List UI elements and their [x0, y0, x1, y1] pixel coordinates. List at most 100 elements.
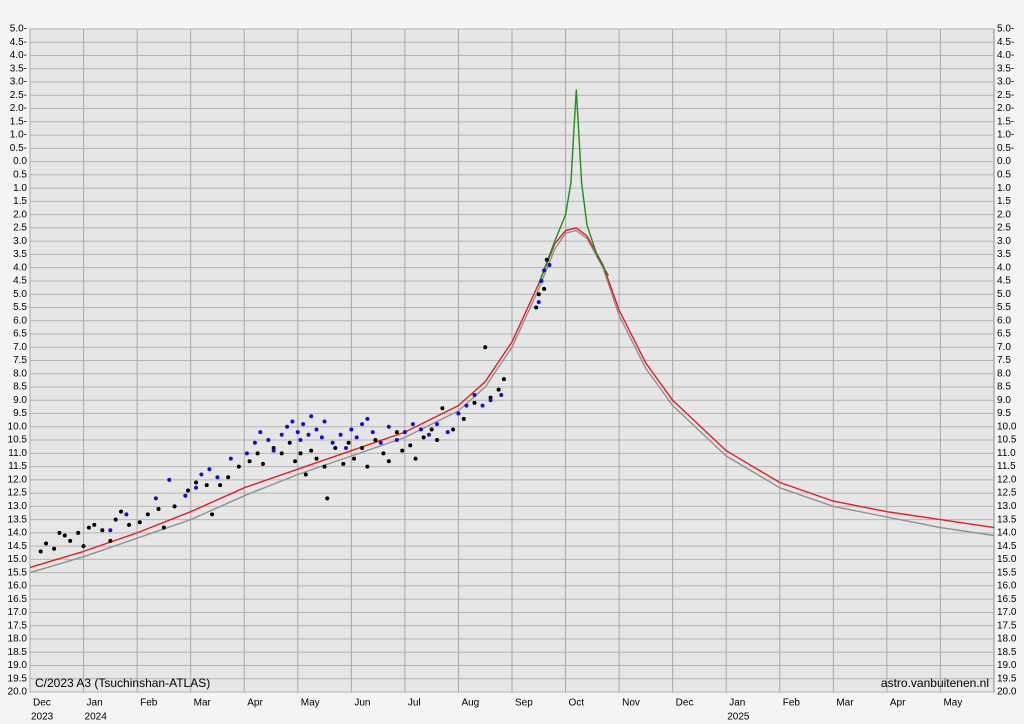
- marks: [29, 89, 995, 574]
- data-point: [370, 430, 375, 435]
- data-point: [456, 411, 461, 416]
- data-point: [426, 432, 431, 437]
- y-tick-label: 0.0: [13, 156, 27, 167]
- year-label: 2024: [85, 712, 108, 723]
- data-point: [293, 459, 298, 464]
- data-point: [394, 438, 399, 443]
- y-tick-label: 14.0: [8, 528, 28, 539]
- y-tick-label-right: 20.0: [997, 687, 1017, 698]
- data-point: [542, 268, 547, 273]
- data-point: [413, 456, 418, 461]
- x-tick-label: Feb: [783, 698, 801, 709]
- y-tick-label: 3.0: [13, 236, 27, 247]
- x-tick-label: Aug: [461, 698, 479, 709]
- source: astro.vanbuitenen.nl: [881, 676, 989, 690]
- y-tick-label-right: 6.5: [997, 329, 1011, 340]
- year-label: 2025: [727, 712, 750, 723]
- curve: [29, 227, 995, 569]
- data-point: [402, 430, 407, 435]
- data-point: [373, 438, 378, 443]
- data-point: [298, 438, 303, 443]
- data-point: [354, 435, 359, 440]
- y-tick-label-right: 15.0: [997, 554, 1017, 565]
- y-tick-label: 3.5-: [10, 63, 27, 74]
- data-point: [496, 387, 501, 392]
- data-point: [86, 525, 91, 530]
- data-point: [108, 538, 113, 543]
- data-point: [161, 525, 166, 530]
- y-tick-label: 2.5: [13, 223, 27, 234]
- y-tick-label-right: 12.5: [997, 488, 1017, 499]
- y-tick-label: 1.5: [13, 196, 27, 207]
- y-tick-label: 11.0: [8, 448, 27, 459]
- y-tick-label-right: 8.0: [997, 368, 1011, 379]
- y-tick-label-right: 16.0: [997, 581, 1017, 592]
- data-point: [536, 300, 541, 305]
- x-tick-label: Feb: [140, 698, 158, 709]
- y-tick-label: 3.0-: [10, 77, 27, 88]
- y-tick-label: 7.5: [13, 355, 27, 366]
- y-tick-label: 18.0: [8, 634, 28, 645]
- data-point: [127, 522, 132, 527]
- data-point: [260, 461, 265, 466]
- y-tick-label-right: 2.0-: [997, 103, 1014, 114]
- data-point: [429, 427, 434, 432]
- data-point: [57, 530, 62, 535]
- y-tick-label: 0.5: [13, 170, 27, 181]
- data-point: [333, 446, 338, 451]
- data-point: [199, 472, 204, 477]
- data-point: [410, 422, 415, 427]
- data-point: [185, 488, 190, 493]
- data-point: [386, 459, 391, 464]
- data-point: [483, 345, 488, 350]
- data-point: [461, 416, 466, 421]
- data-point: [266, 438, 271, 443]
- y-tick-label: 1.5-: [10, 116, 27, 127]
- y-tick-label-right: 17.5: [997, 620, 1017, 631]
- y-tick-label-right: 5.5: [997, 302, 1011, 313]
- x-tick-label: Jun: [354, 698, 370, 709]
- y-tick-label-right: 15.5: [997, 567, 1017, 578]
- data-point: [346, 440, 351, 445]
- data-point: [386, 424, 391, 429]
- y-tick-label: 11.5: [8, 461, 27, 472]
- data-point: [314, 456, 319, 461]
- data-point: [418, 427, 423, 432]
- data-point: [247, 459, 252, 464]
- y-tick-label: 9.5: [13, 408, 27, 419]
- data-point: [534, 305, 539, 310]
- y-tick-label-right: 14.0: [997, 528, 1017, 539]
- y-tick-label-right: 7.0: [997, 342, 1011, 353]
- curve: [29, 229, 995, 574]
- data-point: [349, 427, 354, 432]
- data-point: [381, 451, 386, 456]
- y-tick-label: 3.5: [13, 249, 27, 260]
- y-tick-label-right: 3.0: [997, 236, 1011, 247]
- data-point: [194, 480, 199, 485]
- data-point: [218, 483, 223, 488]
- y-tick-label: 8.0: [13, 368, 27, 379]
- y-tick-label-right: 2.5: [997, 223, 1011, 234]
- x-tick-label: Mar: [194, 698, 212, 709]
- data-point: [255, 451, 260, 456]
- x-tick-label: May: [301, 698, 320, 709]
- y-tick-label-right: 0.0: [997, 156, 1011, 167]
- data-point: [542, 286, 547, 291]
- x-tick-label: Sep: [515, 698, 533, 709]
- y-tick-label-right: 8.5: [997, 382, 1011, 393]
- y-tick-label-right: 17.0: [997, 607, 1017, 618]
- data-point: [100, 528, 105, 533]
- data-point: [68, 538, 73, 543]
- y-tick-label: 19.0: [8, 660, 28, 671]
- data-point: [309, 448, 314, 453]
- data-point: [52, 546, 57, 551]
- y-tick-label-right: 16.5: [997, 594, 1017, 605]
- y-tick-label-right: 0.5: [997, 170, 1011, 181]
- x-tick-label: Oct: [569, 698, 585, 709]
- labels: C/2023 A3 (Tsuchinshan-ATLAS) astro.vanb…: [8, 24, 1017, 723]
- data-point: [124, 512, 129, 517]
- y-tick-label-right: 9.0: [997, 395, 1011, 406]
- y-tick-label: 10.5: [8, 435, 28, 446]
- data-point: [119, 509, 124, 514]
